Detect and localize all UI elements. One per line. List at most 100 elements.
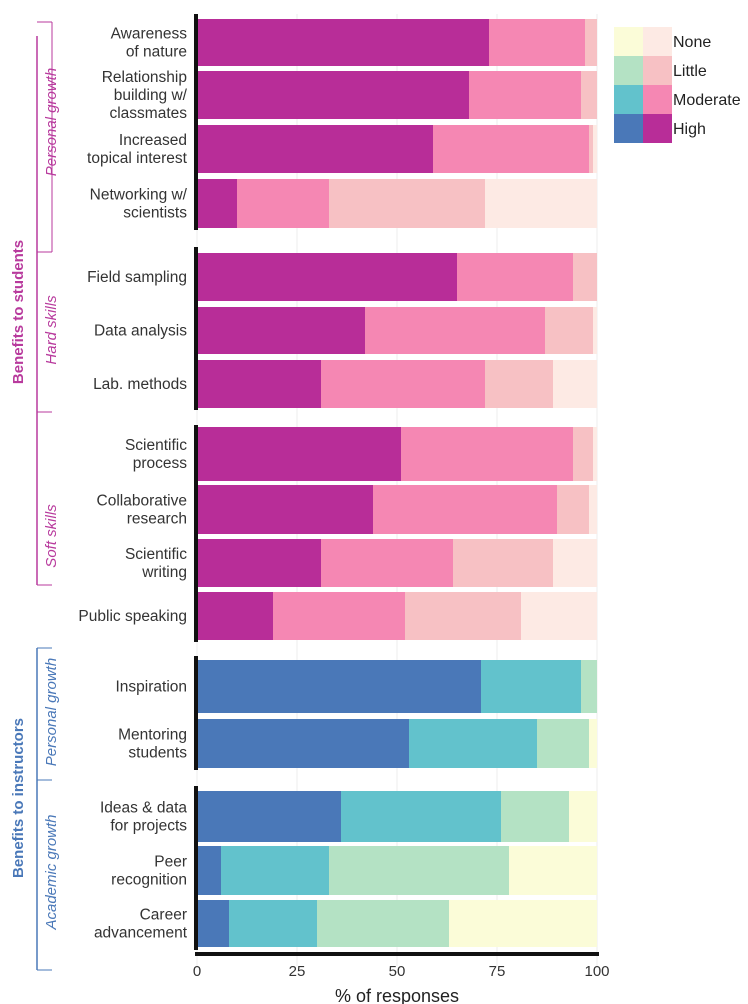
subgroup-label-soft-skills: Soft skills [43, 504, 60, 568]
legend-swatch-students-little [643, 56, 672, 85]
category-label-increased-topical-interest: Increased topical interest [87, 132, 188, 167]
x-tick-label-25: 25 [289, 963, 306, 980]
bar-lab-methods-little [485, 360, 553, 408]
bar-increased-topical-interest-none [593, 125, 597, 173]
legend-label-little: Little [673, 63, 707, 80]
category-label-data-analysis: Data analysis [94, 323, 187, 340]
bar-career-advancement-none [449, 900, 597, 947]
bar-mentoring-students-little [537, 719, 589, 768]
bar-lab-methods-none [553, 360, 597, 408]
category-label-awareness-of-nature: Awareness of nature [111, 26, 188, 61]
bar-data-analysis-moderate [365, 307, 545, 354]
legend-swatch-students-none [643, 27, 672, 56]
bar-field-sampling-high [197, 253, 457, 301]
bar-scientific-process-moderate [401, 427, 573, 481]
group-label-students: Benefits to students [10, 240, 27, 384]
category-label-peer-recognition: Peer recognition [111, 854, 187, 889]
bar-data-analysis-little [545, 307, 593, 354]
bar-scientific-process-little [573, 427, 593, 481]
bar-ideas-data-for-projects-none [569, 791, 597, 842]
category-label-scientific-writing: Scientific writing [125, 546, 187, 581]
legend-label-moderate: Moderate [673, 92, 741, 109]
bar-collaborative-research-little [557, 485, 589, 534]
bar-public-speaking-none [521, 592, 597, 640]
bar-career-advancement-little [317, 900, 449, 947]
category-label-public-speaking: Public speaking [78, 608, 187, 625]
legend-label-high: High [673, 121, 706, 138]
x-axis-line [195, 952, 599, 956]
x-tick-label-75: 75 [489, 963, 506, 980]
bar-data-analysis-high [197, 307, 365, 354]
bar-inspiration-high [197, 660, 481, 713]
bar-scientific-writing-none [553, 539, 597, 587]
bar-peer-recognition-high [197, 846, 221, 895]
x-tick-label-100: 100 [584, 963, 609, 980]
category-label-mentoring-students: Mentoring students [118, 727, 187, 762]
panel-axis-bar-2 [194, 247, 198, 410]
category-label-collaborative-research: Collaborative research [97, 493, 187, 528]
bar-peer-recognition-moderate [221, 846, 329, 895]
bar-networking-w-scientists-moderate [237, 179, 329, 228]
category-label-career-advancement: Career advancement [94, 907, 188, 942]
bar-mentoring-students-high [197, 719, 409, 768]
bar-increased-topical-interest-moderate [433, 125, 589, 173]
bar-ideas-data-for-projects-moderate [341, 791, 501, 842]
category-label-inspiration: Inspiration [115, 679, 187, 696]
bar-peer-recognition-little [329, 846, 509, 895]
subgroup-label-academic-growth: Academic growth [43, 814, 60, 930]
bar-awareness-of-nature-little [585, 19, 597, 66]
bar-scientific-process-none [593, 427, 597, 481]
bar-increased-topical-interest-high [197, 125, 433, 173]
bar-awareness-of-nature-high [197, 19, 489, 66]
bar-collaborative-research-none [589, 485, 597, 534]
legend-swatch-students-high [643, 114, 672, 143]
bar-mentoring-students-moderate [409, 719, 537, 768]
x-tick-label-50: 50 [389, 963, 406, 980]
bar-lab-methods-moderate [321, 360, 485, 408]
subgroup-label-instructor-personal-growth: Personal growth [43, 658, 60, 766]
bar-networking-w-scientists-high [197, 179, 237, 228]
subgroup-label-hard-skills: Hard skills [43, 295, 60, 365]
bar-collaborative-research-moderate [373, 485, 557, 534]
bar-career-advancement-moderate [229, 900, 317, 947]
legend-swatch-instructors-none [614, 27, 643, 56]
category-label-relationship-building-w-classmates: Relationship building w/classmates [102, 69, 188, 122]
bar-career-advancement-high [197, 900, 229, 947]
bar-collaborative-research-high [197, 485, 373, 534]
group-label-instructors: Benefits to instructors [10, 718, 27, 878]
bar-increased-topical-interest-little [589, 125, 593, 173]
panel-axis-bar-1 [194, 14, 198, 230]
bar-public-speaking-high [197, 592, 273, 640]
legend-label-none: None [673, 34, 711, 51]
bar-relationship-building-w-classmates-little [581, 71, 597, 119]
legend-swatch-instructors-little [614, 56, 643, 85]
bar-peer-recognition-none [509, 846, 597, 895]
category-label-scientific-process: Scientific process [125, 437, 187, 472]
legend-swatch-instructors-moderate [614, 85, 643, 114]
bar-lab-methods-high [197, 360, 321, 408]
bar-scientific-writing-high [197, 539, 321, 587]
bar-scientific-process-high [197, 427, 401, 481]
legend-swatch-instructors-high [614, 114, 643, 143]
bar-scientific-writing-little [453, 539, 553, 587]
bar-mentoring-students-none [589, 719, 597, 768]
bar-field-sampling-little [573, 253, 597, 301]
subgroup-label-student-personal-growth: Personal growth [43, 68, 60, 176]
bar-relationship-building-w-classmates-moderate [469, 71, 581, 119]
panel-axis-bar-3 [194, 425, 198, 642]
bar-ideas-data-for-projects-high [197, 791, 341, 842]
bar-inspiration-little [581, 660, 597, 713]
bar-field-sampling-moderate [457, 253, 573, 301]
panel-axis-bar-5 [194, 786, 198, 950]
bar-inspiration-moderate [481, 660, 581, 713]
category-label-lab-methods: Lab. methods [93, 376, 187, 393]
bar-networking-w-scientists-little [329, 179, 485, 228]
bar-relationship-building-w-classmates-high [197, 71, 469, 119]
category-label-networking-w-scientists: Networking w/scientists [90, 187, 188, 222]
bar-data-analysis-none [593, 307, 597, 354]
bar-networking-w-scientists-none [485, 179, 597, 228]
bar-public-speaking-little [405, 592, 521, 640]
x-tick-label-0: 0 [193, 963, 201, 980]
category-label-field-sampling: Field sampling [87, 269, 187, 286]
